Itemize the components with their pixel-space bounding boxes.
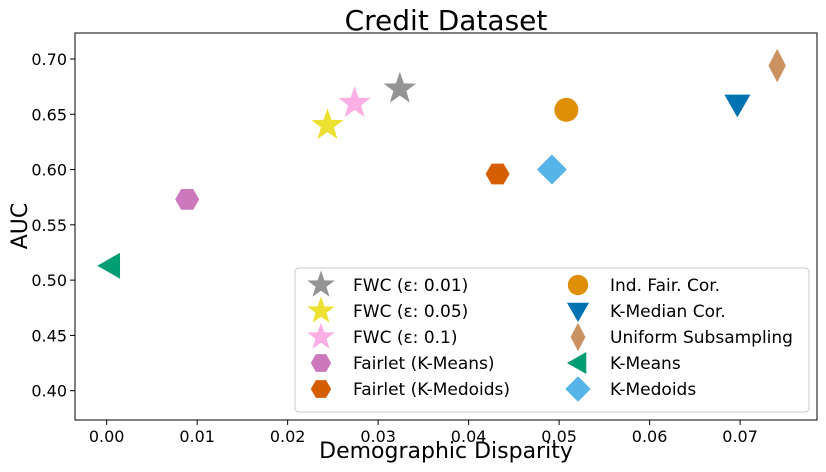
- x-tick-label: 0.06: [632, 427, 668, 446]
- y-tick-label: 0.55: [31, 216, 67, 235]
- data-point: [338, 86, 371, 117]
- legend-marker: [566, 302, 590, 323]
- x-tick-label: 0.02: [270, 427, 306, 446]
- y-tick-label: 0.60: [31, 161, 67, 180]
- y-tick-label: 0.70: [31, 50, 67, 69]
- legend-label: FWC (ε: 0.01): [353, 276, 468, 296]
- x-tick-label: 0.07: [722, 427, 758, 446]
- x-axis-label: Demographic Disparity: [319, 439, 573, 464]
- data-point: [485, 163, 510, 185]
- chart-title: Credit Dataset: [345, 4, 548, 37]
- legend-marker: [307, 296, 335, 323]
- data-point: [97, 252, 121, 279]
- legend-marker: [310, 354, 332, 372]
- legend-marker: [566, 351, 587, 375]
- data-point: [536, 154, 567, 185]
- legend-label: FWC (ε: 0.1): [353, 328, 457, 348]
- y-tick-label: 0.65: [31, 105, 67, 124]
- data-point: [311, 108, 344, 140]
- legend-marker: [310, 380, 332, 398]
- legend: FWC (ε: 0.01) FWC (ε: 0.05) FWC (ε: 0.1) Fa…: [294, 267, 810, 413]
- plot-frame: [74, 32, 818, 421]
- y-tick-label: 0.40: [31, 382, 67, 401]
- x-tick-label: 0.05: [541, 427, 577, 446]
- y-axis-label: AUC: [8, 203, 33, 250]
- legend-marker: [570, 322, 586, 352]
- data-point: [724, 94, 751, 118]
- y-tick-label: 0.50: [31, 271, 67, 290]
- data-point: [768, 48, 786, 83]
- data-point: [383, 71, 417, 103]
- legend-label: K-Median Cor.: [610, 302, 726, 322]
- y-tick-label: 0.45: [31, 326, 67, 345]
- legend-marker: [565, 376, 591, 402]
- legend-box: [294, 267, 810, 413]
- legend-label: Ind. Fair. Cor.: [610, 276, 720, 296]
- legend-marker: [307, 270, 335, 297]
- x-tick-label: 0.04: [451, 427, 487, 446]
- legend-label: Fairlet (K-Medoids): [353, 380, 510, 400]
- legend-label: K-Means: [610, 354, 681, 374]
- x-tick-label: 0.01: [179, 427, 215, 446]
- legend-marker: [307, 322, 335, 349]
- legend-label: Fairlet (K-Means): [353, 354, 495, 374]
- legend-label: Uniform Subsampling: [610, 328, 793, 348]
- legend-label: FWC (ε: 0.05): [353, 302, 468, 322]
- data-point: [175, 189, 200, 210]
- legend-label: K-Medoids: [610, 380, 696, 400]
- plot-area: 0.00 0.01 0.02 0.03 0.04 0.05 0.06 0.07 0.40 0.45…: [31, 32, 818, 446]
- x-tick-label: 0.00: [89, 427, 125, 446]
- legend-marker: [567, 274, 589, 296]
- x-tick-label: 0.03: [360, 427, 396, 446]
- data-point: [554, 97, 579, 122]
